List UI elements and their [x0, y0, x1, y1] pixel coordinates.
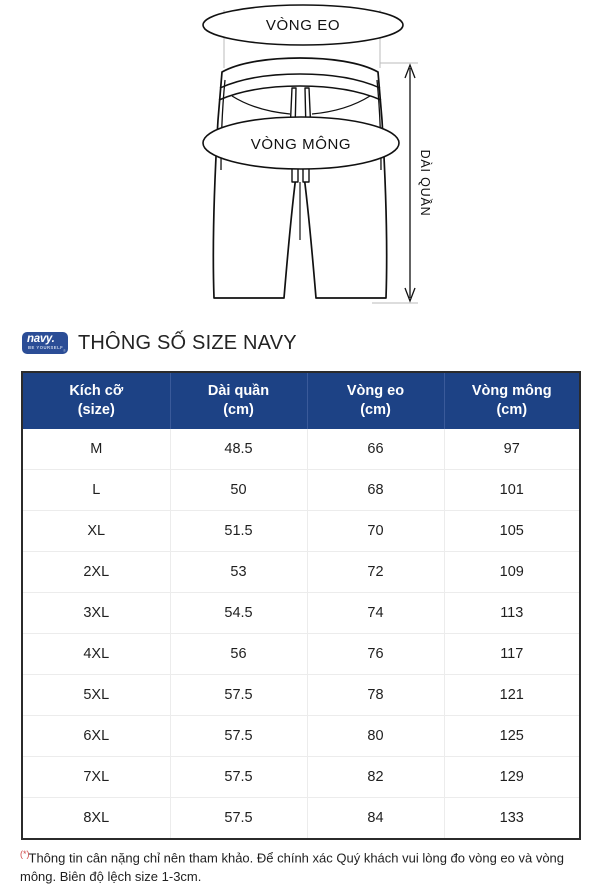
cell-waist: 68: [307, 469, 445, 511]
column-header-length: Dài quần (cm): [170, 372, 308, 429]
logo-wordmark: navy.: [27, 333, 55, 345]
cell-length: 56: [170, 633, 308, 675]
column-header-length-line1: Dài quần: [207, 383, 270, 399]
table-row: 4XL 56 76 117: [22, 633, 580, 675]
shorts-outline: [212, 57, 388, 299]
table-row: 6XL 57.5 80 125: [22, 715, 580, 757]
logo-tagline: BE YOURSELF: [28, 345, 64, 350]
hip-measure-ellipse: VÒNG MÔNG: [202, 116, 400, 170]
cell-size: 4XL: [22, 633, 171, 675]
cell-waist: 74: [307, 592, 445, 634]
column-header-length-line2: (cm): [223, 402, 254, 418]
cell-length: 53: [170, 551, 308, 593]
cell-hip: 101: [444, 469, 580, 511]
table-row: 5XL 57.5 78 121: [22, 674, 580, 716]
navy-logo: navy. BE YOURSELF ®: [22, 332, 68, 354]
cell-size: L: [22, 469, 171, 511]
cell-hip: 117: [444, 633, 580, 675]
table-header-row: Kích cỡ (size) Dài quần (cm) Vòng eo (cm…: [22, 372, 580, 429]
cell-hip: 97: [503, 441, 520, 457]
table-row: 7XL 57.5 82 129: [22, 756, 580, 798]
cell-size: 7XL: [22, 756, 171, 798]
cell-length: 57.5: [170, 756, 308, 798]
cell-waist: 82: [307, 756, 445, 798]
cell-size: 5XL: [22, 674, 171, 716]
cell-length: 57.5: [170, 715, 308, 757]
waist-measure-ellipse: VÒNG EO: [202, 4, 404, 46]
length-measure-arrow: [404, 63, 416, 303]
cell-hip: 129: [444, 756, 580, 798]
shorts-diagram: VÒNG EO VÒNG MÔNG DÀI QUẦN: [0, 0, 600, 318]
cell-size: XL: [22, 510, 171, 552]
waist-label: VÒNG EO: [266, 17, 340, 34]
cell-hip: 125: [444, 715, 580, 757]
cell-waist: 76: [307, 633, 445, 675]
footer-note: (*)Thông tin cân nặng chỉ nên tham khảo.…: [20, 845, 586, 886]
column-header-waist: Vòng eo (cm): [307, 372, 445, 429]
cell-length: 57.5: [170, 797, 308, 839]
cell-size: 3XL: [22, 592, 171, 634]
cell-size: 8XL: [22, 797, 171, 839]
table-row: 3XL 54.5 74 113: [22, 592, 580, 634]
shorts-diagram-svg: VÒNG EO VÒNG MÔNG DÀI QUẦN: [202, 4, 433, 304]
cell-length: 57.5: [170, 674, 308, 716]
column-header-hip-line2: (cm): [496, 402, 528, 418]
cell-hip: 133: [444, 797, 580, 839]
cell-waist: 80: [307, 715, 445, 757]
column-header-hip: Vòng mông (cm): [444, 372, 580, 429]
shorts-waistband: [218, 73, 382, 101]
footer-note-text: Thông tin cân nặng chỉ nên tham khảo. Để…: [20, 850, 565, 885]
column-header-size: Kích cỡ (size): [22, 372, 171, 429]
cell-hip: 113: [444, 592, 580, 634]
column-header-size-line2: (size): [77, 402, 115, 418]
cell-hip: 121: [444, 674, 580, 716]
column-header-hip-line1: Vòng mông: [471, 383, 552, 399]
cell-size: M: [22, 429, 171, 470]
cell-size: 2XL: [22, 551, 171, 593]
logo-registered-mark: ®: [63, 348, 66, 353]
length-label: DÀI QUẦN: [418, 150, 433, 217]
column-header-waist-line1: Vòng eo: [346, 383, 405, 399]
table-row: 2XL 53 72 109: [22, 551, 580, 593]
footnote-mark: (*): [20, 849, 30, 859]
table-row: M 48.5 66 97: [22, 429, 580, 470]
cell-waist: 70: [307, 510, 445, 552]
title-row: navy. BE YOURSELF ® THÔNG SỐ SIZE NAVY: [22, 327, 297, 359]
size-chart-table: Kích cỡ (size) Dài quần (cm) Vòng eo (cm…: [21, 371, 581, 840]
cell-length: 54.5: [170, 592, 308, 634]
shorts-seams: [220, 79, 382, 171]
cell-waist: 84: [307, 797, 445, 839]
cell-waist: 72: [307, 551, 445, 593]
cell-length: 51.5: [170, 510, 308, 552]
cell-size: 6XL: [22, 715, 171, 757]
cell-waist: 66: [307, 429, 445, 470]
page-title: THÔNG SỐ SIZE NAVY: [78, 331, 297, 354]
hip-label: VÒNG MÔNG: [251, 136, 351, 153]
cell-hip: 109: [444, 551, 580, 593]
cell-hip: 105: [444, 510, 580, 552]
table-row: 8XL 57.5 84 133: [22, 797, 580, 839]
column-header-waist-line2: (cm): [360, 402, 391, 418]
cell-waist: 78: [307, 674, 445, 716]
length-guide-lines: [372, 62, 418, 304]
table-header: Kích cỡ (size) Dài quần (cm) Vòng eo (cm…: [22, 372, 580, 429]
cell-length: 48.5: [170, 429, 308, 470]
table-body: M 48.5 66 97 L 50 68 101 XL 51.5 70 105 2XL 53 72 109 3X…: [22, 429, 580, 839]
column-header-size-line1: Kích cỡ: [69, 383, 124, 399]
cell-length: 50: [170, 469, 308, 511]
table-row: L 50 68 101: [22, 469, 580, 511]
table-row: XL 51.5 70 105: [22, 510, 580, 552]
